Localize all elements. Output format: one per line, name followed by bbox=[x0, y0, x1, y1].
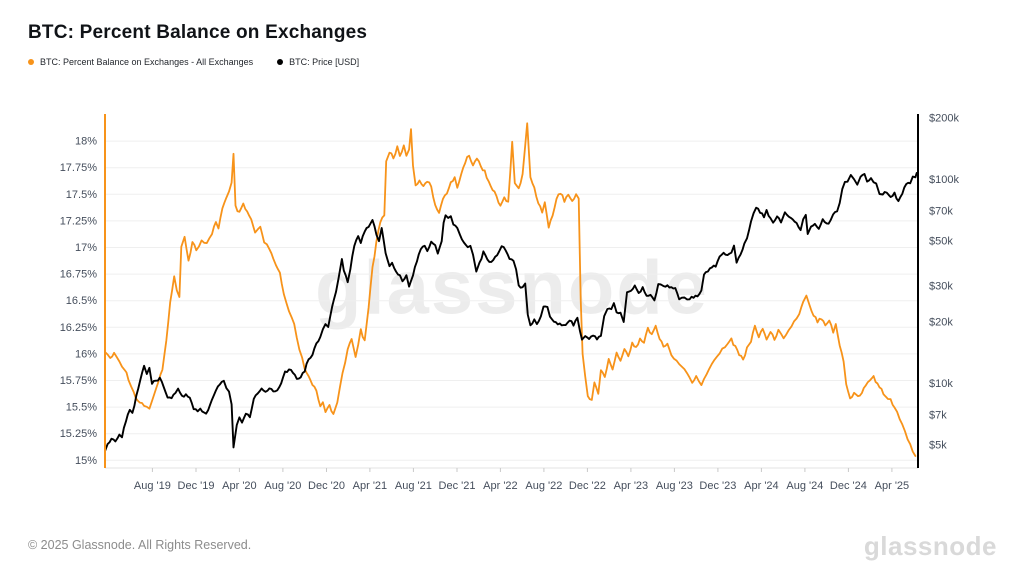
x-tick-label: Dec '21 bbox=[439, 480, 476, 492]
y-left-tick-label: 16.75% bbox=[60, 269, 98, 281]
legend-label-price: BTC: Price [USD] bbox=[289, 57, 360, 67]
percent-balance-series-line bbox=[104, 122, 917, 457]
y-right-tick-label: $30k bbox=[929, 281, 953, 293]
x-tick-label: Apr '20 bbox=[222, 480, 257, 492]
chart-legend: BTC: Percent Balance on Exchanges - All … bbox=[28, 57, 359, 67]
y-left-tick-label: 17.75% bbox=[60, 162, 98, 174]
y-left-tick-label: 18% bbox=[75, 136, 97, 148]
glassnode-logo: glassnode bbox=[863, 531, 997, 561]
y-right-tick-label: $10k bbox=[929, 378, 953, 390]
x-tick-label: Apr '24 bbox=[744, 480, 779, 492]
y-left-tick-label: 15% bbox=[75, 455, 97, 467]
x-tick-label: Apr '21 bbox=[353, 480, 388, 492]
x-tick-label: Aug '21 bbox=[395, 480, 432, 492]
x-tick-label: Aug '24 bbox=[786, 480, 823, 492]
x-tick-label: Dec '19 bbox=[178, 480, 215, 492]
y-right-tick-label: $50k bbox=[929, 235, 953, 247]
x-tick-label: Aug '19 bbox=[134, 480, 171, 492]
x-tick-label: Dec '20 bbox=[308, 480, 345, 492]
legend-item-price[interactable]: BTC: Price [USD] bbox=[277, 57, 359, 67]
x-tick-label: Dec '24 bbox=[830, 480, 867, 492]
y-right-tick-label: $7k bbox=[929, 410, 947, 422]
y-right-tick-label: $200k bbox=[929, 113, 959, 125]
x-tick-label: Aug '22 bbox=[525, 480, 562, 492]
legend-item-percent-balance[interactable]: BTC: Percent Balance on Exchanges - All … bbox=[28, 57, 253, 67]
y-right-tick-label: $5k bbox=[929, 440, 947, 452]
x-tick-label: Apr '25 bbox=[875, 480, 910, 492]
y-right-tick-label: $20k bbox=[929, 317, 953, 329]
x-tick-label: Dec '23 bbox=[699, 480, 736, 492]
legend-dot-orange-icon bbox=[28, 59, 34, 65]
y-right-tick-label: $100k bbox=[929, 174, 959, 186]
y-left-tick-label: 16.25% bbox=[60, 322, 98, 334]
y-left-tick-label: 15.5% bbox=[66, 402, 97, 414]
page-title: BTC: Percent Balance on Exchanges bbox=[28, 22, 368, 43]
x-tick-label: Dec '22 bbox=[569, 480, 606, 492]
y-left-tick-label: 16.5% bbox=[66, 295, 97, 307]
copyright-text: © 2025 Glassnode. All Rights Reserved. bbox=[28, 538, 252, 552]
y-left-tick-label: 17% bbox=[75, 242, 97, 254]
y-right-tick-label: $70k bbox=[929, 206, 953, 218]
y-left-tick-label: 16% bbox=[75, 348, 97, 360]
x-tick-label: Apr '22 bbox=[483, 480, 518, 492]
y-left-tick-label: 15.75% bbox=[60, 375, 98, 387]
legend-label-percent-balance: BTC: Percent Balance on Exchanges - All … bbox=[40, 57, 254, 67]
y-left-tick-label: 17.25% bbox=[60, 215, 98, 227]
x-tick-label: Aug '23 bbox=[656, 480, 693, 492]
legend-dot-black-icon bbox=[277, 59, 284, 65]
y-left-tick-label: 15.25% bbox=[60, 428, 98, 440]
x-tick-label: Aug '20 bbox=[264, 480, 301, 492]
price-series-line bbox=[104, 172, 918, 453]
y-left-tick-label: 17.5% bbox=[66, 189, 97, 201]
x-tick-label: Apr '23 bbox=[614, 480, 649, 492]
